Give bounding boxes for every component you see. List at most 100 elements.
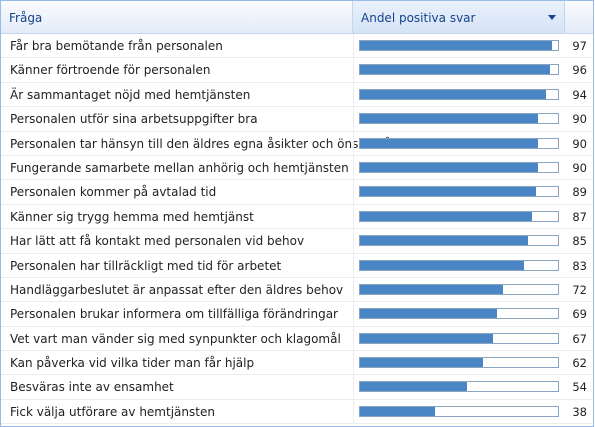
table-row[interactable]: Personalen utför sina arbetsuppgifter br… bbox=[1, 107, 593, 132]
progress-bar bbox=[359, 64, 559, 76]
column-divider bbox=[353, 58, 354, 82]
progress-bar bbox=[359, 137, 559, 149]
progress-bar bbox=[359, 210, 559, 222]
percent-value: 69 bbox=[572, 307, 587, 322]
question-text: Har lätt att få kontakt med personalen v… bbox=[10, 234, 305, 249]
percent-value: 90 bbox=[572, 112, 587, 127]
progress-bar-fill bbox=[360, 382, 467, 392]
table-row[interactable]: Personalen kommer på avtalad tid 89 bbox=[1, 180, 593, 205]
column-divider bbox=[353, 229, 354, 253]
progress-bar-fill bbox=[360, 211, 533, 221]
column-divider bbox=[353, 204, 354, 229]
question-text: Känner sig trygg hemma med hemtjänst bbox=[10, 209, 254, 224]
table-row[interactable]: Personalen har tillräckligt med tid för … bbox=[1, 253, 593, 278]
table-row[interactable]: Får bra bemötande från personalen 97 bbox=[1, 34, 593, 59]
progress-bar bbox=[359, 259, 559, 271]
table-row[interactable]: Fungerande samarbete mellan anhörig och … bbox=[1, 155, 593, 181]
table-row[interactable]: Vet vart man vänder sig med synpunkter o… bbox=[1, 326, 593, 352]
column-divider bbox=[353, 82, 354, 107]
table-row[interactable]: Känner förtroende för personalen 96 bbox=[1, 58, 593, 83]
table-row[interactable]: Personalen brukar informera om tillfälli… bbox=[1, 302, 593, 327]
question-text: Känner förtroende för personalen bbox=[10, 63, 211, 78]
progress-bar bbox=[359, 332, 559, 344]
question-text: Fick välja utförare av hemtjänsten bbox=[10, 404, 215, 419]
question-text: Personalen tar hänsyn till den äldres eg… bbox=[10, 136, 395, 151]
column-divider bbox=[353, 302, 354, 326]
percent-value: 96 bbox=[572, 63, 587, 78]
percent-value: 62 bbox=[572, 356, 587, 371]
percent-value: 97 bbox=[572, 39, 587, 53]
question-text: Vet vart man vänder sig med synpunkter o… bbox=[10, 331, 341, 346]
question-text: Personalen brukar informera om tillfälli… bbox=[10, 307, 338, 322]
column-divider bbox=[353, 155, 354, 180]
percent-value: 38 bbox=[572, 404, 587, 419]
progress-bar-fill bbox=[360, 187, 537, 197]
progress-bar bbox=[359, 381, 559, 393]
table-row[interactable]: Kan påverka vid vilka tider man får hjäl… bbox=[1, 351, 593, 376]
question-text: Fungerande samarbete mellan anhörig och … bbox=[10, 160, 349, 175]
column-header-question[interactable]: Fråga bbox=[1, 1, 353, 33]
table-row[interactable]: Handläggarbeslutet är anpassat efter den… bbox=[1, 277, 593, 303]
progress-bar-fill bbox=[360, 162, 539, 172]
grid-body: Får bra bemötande från personalen 97 Känne… bbox=[1, 34, 593, 425]
progress-bar-fill bbox=[360, 333, 493, 343]
question-text: Är sammantaget nöjd med hemtjänsten bbox=[10, 87, 251, 102]
column-divider bbox=[353, 34, 354, 58]
percent-value: 85 bbox=[572, 234, 587, 249]
column-divider bbox=[353, 375, 354, 399]
progress-bar-fill bbox=[360, 65, 551, 75]
progress-bar bbox=[359, 161, 559, 173]
column-divider bbox=[353, 351, 354, 375]
question-text: Personalen har tillräckligt med tid för … bbox=[10, 258, 282, 273]
table-row[interactable]: Känner sig trygg hemma med hemtjänst 87 bbox=[1, 204, 593, 230]
column-header-answer-label: Andel positiva svar bbox=[361, 11, 476, 25]
table-row[interactable]: Har lätt att få kontakt med personalen v… bbox=[1, 229, 593, 254]
progress-bar-fill bbox=[360, 309, 497, 319]
column-divider bbox=[353, 180, 354, 204]
progress-bar-fill bbox=[360, 260, 525, 270]
column-divider bbox=[353, 277, 354, 302]
column-divider bbox=[353, 107, 354, 131]
question-text: Kan påverka vid vilka tider man får hjäl… bbox=[10, 356, 255, 371]
percent-value: 90 bbox=[572, 160, 587, 175]
column-divider bbox=[353, 326, 354, 351]
table-row[interactable]: Fick välja utförare av hemtjänsten 38 bbox=[1, 399, 593, 425]
question-text: Personalen kommer på avtalad tid bbox=[10, 185, 217, 200]
sort-dropdown-icon[interactable] bbox=[548, 15, 556, 20]
percent-value: 87 bbox=[572, 209, 587, 224]
progress-bar-fill bbox=[360, 236, 529, 246]
question-text: Får bra bemötande från personalen bbox=[10, 39, 223, 53]
percent-value: 83 bbox=[572, 258, 587, 273]
progress-bar bbox=[359, 186, 559, 198]
column-divider bbox=[353, 131, 354, 155]
column-header-answer[interactable]: Andel positiva svar bbox=[353, 1, 565, 33]
question-text: Personalen utför sina arbetsuppgifter br… bbox=[10, 112, 258, 127]
progress-bar-fill bbox=[360, 89, 547, 99]
table-row[interactable]: Besväras inte av ensamhet 54 bbox=[1, 375, 593, 400]
question-text: Handläggarbeslutet är anpassat efter den… bbox=[10, 282, 344, 297]
percent-value: 54 bbox=[572, 380, 587, 395]
progress-bar bbox=[359, 308, 559, 320]
table-row[interactable]: Personalen tar hänsyn till den äldres eg… bbox=[1, 131, 593, 156]
progress-bar-fill bbox=[360, 406, 436, 416]
progress-bar bbox=[359, 235, 559, 247]
progress-bar-fill bbox=[360, 41, 553, 50]
column-header-empty bbox=[565, 1, 593, 33]
column-header-question-label: Fråga bbox=[9, 11, 43, 25]
column-divider bbox=[353, 399, 354, 424]
progress-bar bbox=[359, 405, 559, 417]
percent-value: 67 bbox=[572, 331, 587, 346]
percent-value: 89 bbox=[572, 185, 587, 200]
percent-value: 94 bbox=[572, 87, 587, 102]
table-row[interactable]: Är sammantaget nöjd med hemtjänsten 94 bbox=[1, 82, 593, 108]
progress-bar-fill bbox=[360, 284, 503, 294]
column-divider bbox=[353, 253, 354, 277]
progress-bar-fill bbox=[360, 138, 539, 148]
progress-bar bbox=[359, 40, 559, 51]
progress-bar bbox=[359, 283, 559, 295]
percent-value: 72 bbox=[572, 282, 587, 297]
progress-bar bbox=[359, 113, 559, 125]
grid-header: Fråga Andel positiva svar bbox=[1, 1, 593, 34]
progress-bar-fill bbox=[360, 358, 483, 368]
